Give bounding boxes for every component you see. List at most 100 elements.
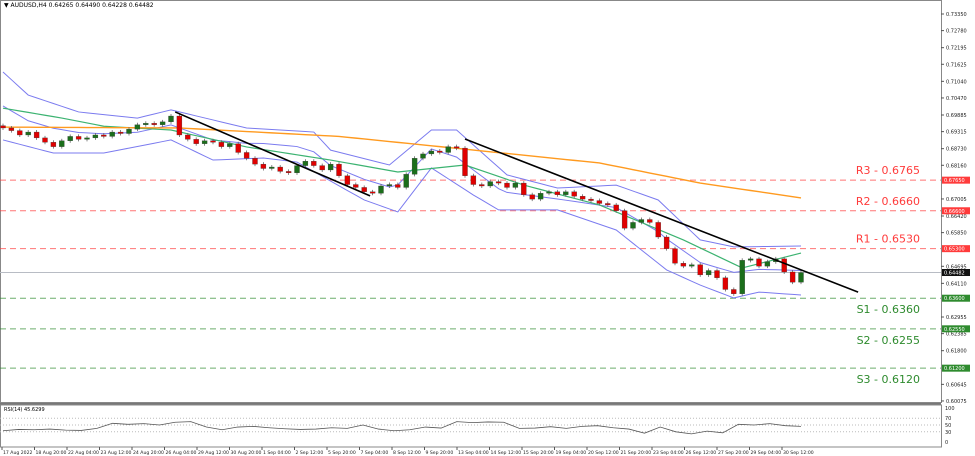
candle-bear <box>369 191 376 194</box>
level-label: S1 - 0.6360 <box>857 303 920 316</box>
x-tick-label: 9 Sep 20:00 <box>426 450 454 456</box>
x-tick-label: 19 Sep 04:00 <box>556 450 587 456</box>
candle-bull <box>638 219 645 223</box>
y-tick-label: 0.69315 <box>946 130 967 136</box>
level-price-tag-text: 0.62550 <box>944 327 965 333</box>
candle-bull <box>747 258 754 261</box>
candle-bear <box>453 146 460 149</box>
y-tick-label: 0.61800 <box>946 349 967 355</box>
candle-bear <box>672 248 678 264</box>
x-tick-label: 21 Sep 20:00 <box>621 450 652 456</box>
candle-bear <box>218 142 225 147</box>
candle-bull <box>630 222 636 229</box>
candle-bear <box>554 191 561 195</box>
rsi-tick-label: 0 <box>945 440 948 446</box>
candle-bear <box>277 166 283 172</box>
candle-bull <box>269 166 275 169</box>
y-tick-label: 0.73350 <box>946 12 967 18</box>
y-tick-label: 0.70470 <box>946 96 967 102</box>
y-tick-label: 0.66420 <box>946 214 967 220</box>
candle-bull <box>109 131 115 137</box>
rsi-tick-label: 30 <box>945 430 951 436</box>
candle-bear <box>344 175 351 185</box>
candle-bear <box>395 184 401 188</box>
symbol-label: AUDUSD,H4 <box>10 2 47 9</box>
candle-bear <box>521 182 527 195</box>
candle-bull <box>168 115 174 123</box>
candle-bull <box>143 123 149 125</box>
candle-bear <box>789 271 796 283</box>
x-tick-label: 20 Sep 12:00 <box>588 450 619 456</box>
candle-bear <box>17 130 23 136</box>
candle-bull <box>327 163 334 171</box>
candle-bear <box>571 191 577 197</box>
candle-bear <box>504 182 510 188</box>
x-tick-label: 13 Sep 04:00 <box>458 450 489 456</box>
x-tick-label: 29 Aug 12:00 <box>198 450 229 456</box>
chart-header: ▼ AUDUSD,H4 0.64265 0.64490 0.64228 0.64… <box>4 2 154 9</box>
y-tick-label: 0.60075 <box>946 399 967 405</box>
rsi-label: RSI(14) 45.6299 <box>4 407 45 413</box>
candle-bull <box>386 184 393 187</box>
moving-average-slow-line <box>2 126 802 199</box>
y-tick-label: 0.72780 <box>946 29 967 35</box>
main-panel-frame <box>0 0 942 403</box>
candle-bear <box>495 181 502 184</box>
level-label: S3 - 0.6120 <box>857 373 920 386</box>
x-tick-label: 29 Sep 04:00 <box>751 450 782 456</box>
candle-bear <box>210 140 216 143</box>
rsi-panel-frame <box>0 404 942 448</box>
candle-bear <box>185 134 191 140</box>
candle-bear <box>336 163 342 176</box>
y-tick-label: 0.65850 <box>946 231 967 237</box>
candle-bull <box>201 140 208 144</box>
candle-bear <box>781 258 787 273</box>
x-tick-label: 22 Aug 04:00 <box>68 450 99 456</box>
candle-bear <box>319 165 325 171</box>
candle-bull <box>798 272 804 283</box>
candle-bear <box>588 198 594 201</box>
candle-bear <box>722 277 729 290</box>
candle-bear <box>176 115 183 136</box>
candle-bear <box>663 236 670 249</box>
candle-bear <box>680 263 687 267</box>
x-tick-label: 14 Sep 12:00 <box>491 450 522 456</box>
level-label: R2 - 0.6660 <box>856 195 920 208</box>
bollinger-upper-line <box>2 71 802 248</box>
candle-bear <box>75 136 82 140</box>
y-tick-label: 0.60645 <box>946 382 967 388</box>
candle-bull <box>739 260 745 294</box>
candle-bear <box>756 258 762 267</box>
candle-bull <box>705 270 712 276</box>
candle-bear <box>529 194 535 200</box>
x-tick-label: 23 Aug 12:00 <box>101 450 132 456</box>
y-tick-label: 0.62385 <box>946 332 967 338</box>
level-price-tag <box>942 364 970 372</box>
candle-bull <box>84 137 90 140</box>
candle-bear <box>252 158 258 165</box>
x-tick-label: 15 Sep 20:00 <box>523 450 554 456</box>
rsi-line <box>2 421 802 435</box>
y-tick-label: 0.67005 <box>946 197 967 203</box>
trendline <box>174 111 371 197</box>
trendline <box>464 138 859 293</box>
current-price-tag <box>942 269 970 277</box>
y-tick-label: 0.62955 <box>946 315 967 321</box>
candle-bear <box>647 219 653 223</box>
candle-bear <box>437 150 443 153</box>
y-tick-label: 0.68160 <box>946 163 967 169</box>
candle-bull <box>134 124 141 130</box>
y-tick-label: 0.64110 <box>946 281 967 287</box>
candle-bull <box>563 191 569 195</box>
candle-bull <box>537 193 544 200</box>
x-tick-label: 1 Sep 04:00 <box>263 450 291 456</box>
candle-bear <box>613 204 619 211</box>
candle-bear <box>50 142 57 147</box>
candle-bear <box>193 139 199 144</box>
candle-bear <box>311 161 317 166</box>
dropdown-triangle-icon[interactable]: ▼ <box>4 2 9 9</box>
level-price-tag <box>942 294 970 302</box>
x-tick-label: 5 Sep 20:00 <box>328 450 356 456</box>
candle-bear <box>579 196 586 200</box>
